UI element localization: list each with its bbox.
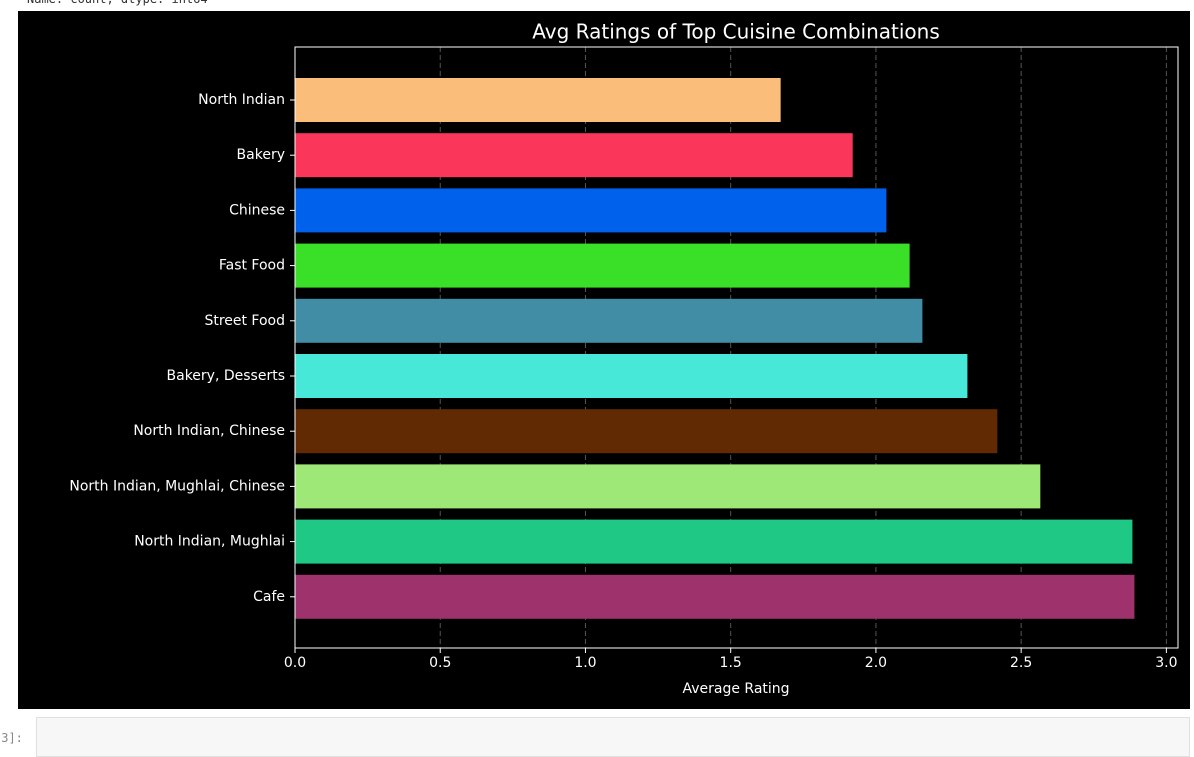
x-tick-label: 1.5 bbox=[720, 655, 742, 671]
y-tick-label: Chinese bbox=[229, 202, 285, 218]
y-tick-label: North Indian bbox=[198, 92, 285, 108]
x-tick-label: 2.0 bbox=[865, 655, 887, 671]
output-text: Name: count, dtype: int64 bbox=[27, 0, 208, 6]
bar bbox=[295, 464, 1041, 509]
y-tick-label: North Indian, Mughlai bbox=[134, 534, 285, 550]
bar bbox=[295, 409, 998, 454]
x-tick-label: 2.5 bbox=[1010, 655, 1032, 671]
bar bbox=[295, 298, 923, 343]
y-tick-label: Street Food bbox=[204, 313, 285, 329]
bar bbox=[295, 133, 853, 178]
bar bbox=[295, 243, 910, 288]
axes-frame bbox=[294, 46, 1179, 649]
chart-title: Avg Ratings of Top Cuisine Combinations bbox=[532, 20, 940, 44]
bar bbox=[295, 188, 887, 233]
x-tick-label: 3.0 bbox=[1155, 655, 1177, 671]
y-tick-label: North Indian, Mughlai, Chinese bbox=[69, 478, 285, 494]
y-tick-label: Bakery, Desserts bbox=[167, 368, 285, 384]
x-tick-label: 0.0 bbox=[284, 655, 306, 671]
bar bbox=[295, 354, 968, 398]
x-axis-label: Average Rating bbox=[682, 681, 789, 697]
y-tick-label: Cafe bbox=[253, 589, 285, 605]
bar bbox=[295, 78, 781, 122]
y-tick-label: Fast Food bbox=[219, 258, 285, 274]
y-tick-label: Bakery bbox=[237, 147, 285, 163]
y-tick-label: North Indian, Chinese bbox=[133, 423, 285, 439]
cell-prompt: [3]: bbox=[0, 731, 23, 745]
bar bbox=[295, 519, 1133, 564]
bar bbox=[295, 574, 1135, 619]
x-tick-label: 1.0 bbox=[574, 655, 596, 671]
x-tick-label: 0.5 bbox=[429, 655, 451, 671]
